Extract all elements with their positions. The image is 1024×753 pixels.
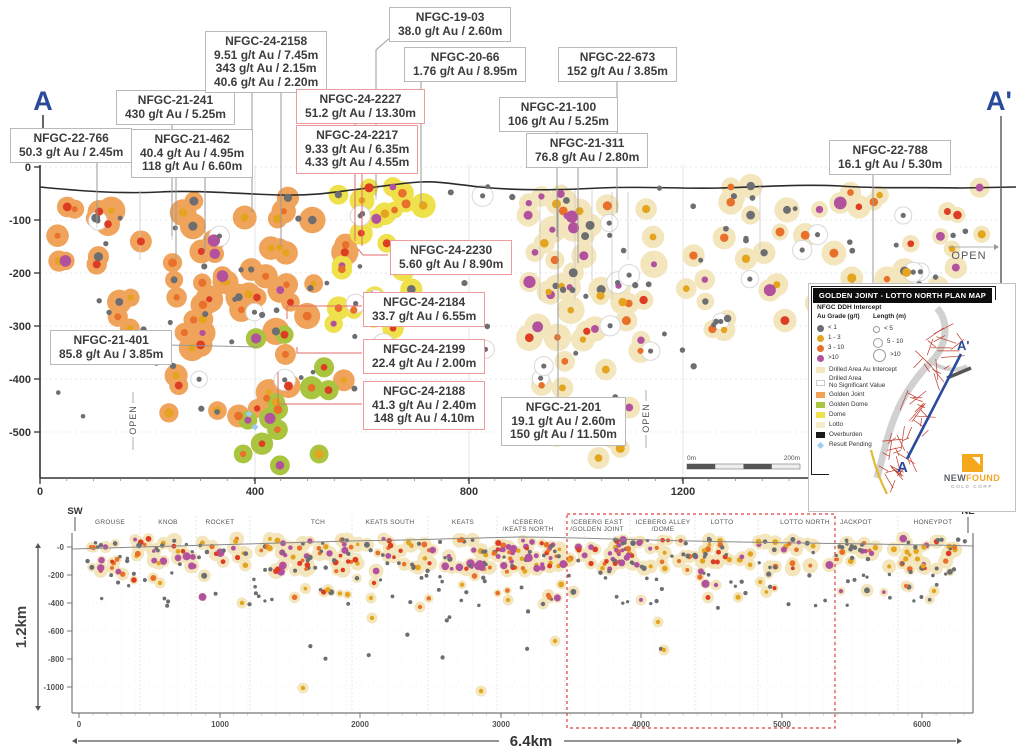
svg-text:ICEBERG EAST/GOLDEN JOINT: ICEBERG EAST/GOLDEN JOINT (570, 519, 624, 533)
legend-item: 5 - 10 (873, 336, 903, 349)
svg-text:-200: -200 (9, 268, 31, 280)
svg-text:-600: -600 (48, 627, 65, 636)
legend-item: Overburden (816, 430, 897, 440)
svg-text:400: 400 (246, 486, 264, 498)
scale-bar: 0m 200m (686, 455, 801, 470)
open-labels: OPEN OPEN OPEN (128, 244, 999, 450)
terrain-line (39, 181, 1017, 196)
legend-item: Dome (816, 410, 897, 420)
length-header: Length (m) (873, 313, 907, 320)
legend-item: >10 (817, 353, 844, 363)
svg-text:0: 0 (25, 162, 31, 174)
legend-item: < 1 (817, 323, 844, 333)
grade-header: Au Grade (g/t) (817, 313, 860, 320)
long-gridlines (72, 516, 973, 713)
legend-item: Lotto (816, 420, 897, 430)
legend-item: Drilled Area No Significant Value (816, 375, 897, 390)
svg-text:OPEN: OPEN (641, 403, 651, 433)
svg-text:OPEN: OPEN (128, 405, 138, 435)
horizontal-scale-arrow: 6.4km (72, 733, 962, 750)
section-endpoint-a: A (33, 86, 53, 116)
svg-text:-500: -500 (9, 427, 31, 439)
sw-label: SW (67, 506, 82, 517)
newfound-logo-icon (961, 454, 983, 472)
svg-text:2000: 2000 (351, 720, 369, 729)
map-a-label: A (897, 459, 908, 476)
vertical-scale-arrow: 1.2km (13, 543, 41, 711)
result-pending-points (245, 410, 259, 431)
svg-text:HONEYPOT: HONEYPOT (914, 519, 953, 526)
svg-text:-400: -400 (9, 374, 31, 386)
svg-text:JACKPOT: JACKPOT (840, 519, 872, 526)
fault-branch (929, 360, 969, 372)
overburden-segment (946, 366, 972, 380)
newfound-logo-name: NEWFOUND (943, 473, 1001, 483)
legend-item: Result Pending (816, 440, 897, 450)
svg-text:ICEBERG ALLEY/DOME: ICEBERG ALLEY/DOME (636, 519, 691, 533)
svg-text:-1000: -1000 (44, 683, 65, 692)
newfound-gold-logo: NEWFOUND GOLD CORP (933, 454, 1011, 489)
svg-text:3000: 3000 (492, 720, 510, 729)
svg-text:LOTTO: LOTTO (710, 519, 733, 526)
svg-text:5000: 5000 (773, 720, 791, 729)
svg-text:LOTTO NORTH: LOTTO NORTH (780, 519, 830, 526)
svg-text:KEATS: KEATS (452, 519, 475, 526)
svg-text:-300: -300 (9, 321, 31, 333)
yellow-trend-line (869, 449, 888, 495)
intercept-centers (54, 181, 989, 470)
svg-text:0m: 0m (687, 455, 696, 462)
svg-text:KEATS SOUTH: KEATS SOUTH (366, 519, 415, 526)
intercept-halos (85, 531, 963, 697)
svg-text:1200: 1200 (671, 486, 695, 498)
section-line-a-aprime (905, 353, 963, 460)
map-a-prime-label: A' (957, 338, 969, 353)
svg-text:4000: 4000 (632, 720, 650, 729)
legend-item: Golden Joint (816, 390, 897, 400)
svg-text:800: 800 (460, 486, 478, 498)
svg-text:-0: -0 (57, 543, 65, 552)
svg-text:1.2km: 1.2km (13, 606, 30, 649)
svg-text:GROUSE: GROUSE (95, 519, 125, 526)
svg-text:-800: -800 (48, 655, 65, 664)
legend-item: Drilled Area Au Intercept (816, 365, 897, 375)
legend-title: GOLDEN JOINT - LOTTO NORTH PLAN MAP (813, 288, 992, 303)
legend-item: Golden Dome (816, 400, 897, 410)
svg-text:0: 0 (37, 486, 43, 498)
svg-text:KNOB: KNOB (158, 519, 178, 526)
legend-item: < 5 (873, 323, 903, 336)
legend-item: 3 - 10 (817, 343, 844, 353)
plan-map-legend: A' A GOLDEN JOINT - LOTTO NORTH PLAN MAP… (808, 283, 1016, 512)
zone-labels: GROUSE KNOB ROCKET TCH KEATS SOUTH KEATS ICEBE… (95, 519, 952, 533)
svg-text:0: 0 (77, 720, 82, 729)
svg-text:200m: 200m (784, 455, 800, 462)
highlight-red-box (566, 513, 836, 729)
svg-text:1000: 1000 (211, 720, 229, 729)
section-endpoint-a-prime: A' (986, 86, 1012, 116)
svg-text:TCH: TCH (311, 519, 325, 526)
legend-item: 1 - 3 (817, 333, 844, 343)
legend-item: >10 (873, 349, 903, 362)
svg-text:-100: -100 (9, 215, 31, 227)
svg-text:-400: -400 (48, 599, 65, 608)
svg-text:OPEN: OPEN (951, 250, 986, 262)
long-axes: 0 1000 2000 3000 4000 5000 6000 -0 -200 -400 -600 -… (44, 533, 974, 729)
svg-text:ICEBERG/KEATS NORTH: ICEBERG/KEATS NORTH (502, 519, 553, 533)
newfound-logo-sub: GOLD CORP (951, 484, 993, 489)
svg-text:6.4km: 6.4km (510, 733, 553, 750)
svg-text:6000: 6000 (913, 720, 931, 729)
area-legend-list: Drilled Area Au Intercept Drilled Area No… (816, 365, 897, 450)
svg-text:-200: -200 (48, 571, 65, 580)
legend-subtitle: NFGC DDH Intercept (817, 304, 882, 311)
intercept-centers (85, 534, 967, 694)
svg-text:ROCKET: ROCKET (206, 519, 235, 526)
